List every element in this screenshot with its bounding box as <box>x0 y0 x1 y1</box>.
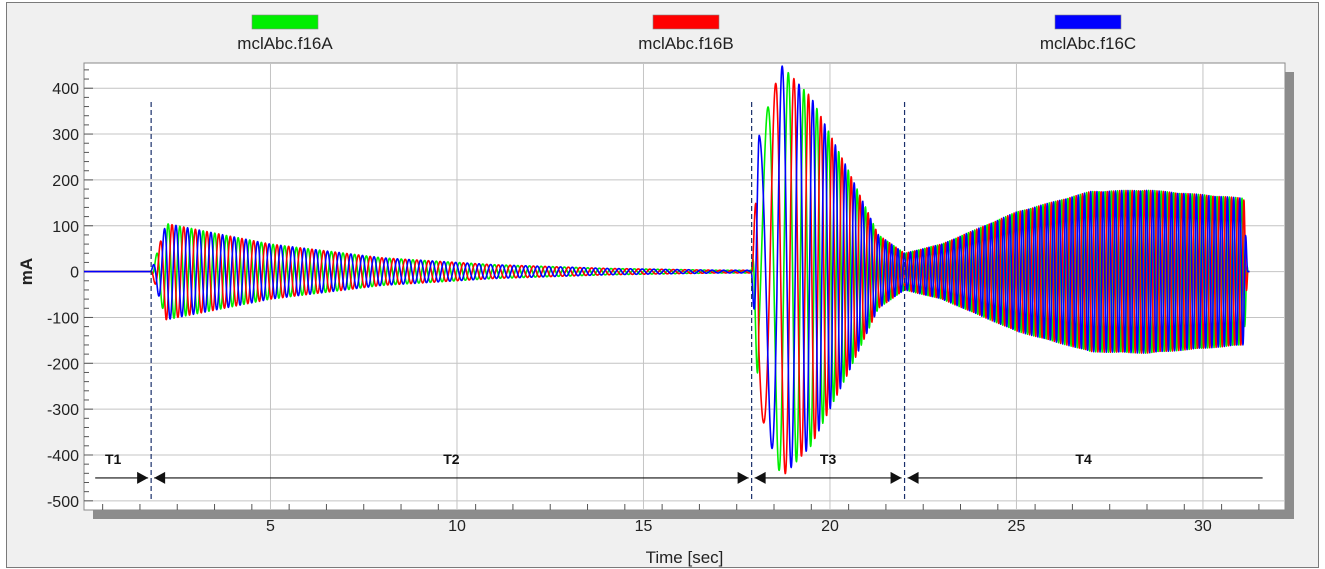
x-tick-label: 15 <box>635 518 653 535</box>
arrow-head <box>754 471 766 484</box>
series-group <box>83 65 1250 475</box>
legend-label: mclAbc.f16B <box>638 34 733 53</box>
x-tick-label: 10 <box>448 518 466 535</box>
series-line <box>83 65 1250 469</box>
y-tick-label: 200 <box>52 173 79 190</box>
segment-annotations: T1 T2 T3 T4 <box>95 101 1263 502</box>
y-tick-label: -500 <box>47 494 79 511</box>
series-line <box>83 71 1250 472</box>
legend-label: mclAbc.f16C <box>1040 34 1136 53</box>
arrow-head <box>137 471 149 484</box>
y-tick-label: -400 <box>47 448 79 465</box>
segment-label: T4 <box>1075 451 1092 467</box>
legend-swatch <box>652 14 720 30</box>
segment-label: T1 <box>105 451 122 467</box>
arrow-head <box>737 471 749 484</box>
y-tick-label: -200 <box>47 356 79 373</box>
segment-label: T3 <box>820 451 837 467</box>
y-tick-label: 0 <box>70 265 79 282</box>
y-tick-label: 300 <box>52 127 79 144</box>
legend-swatch <box>1054 14 1122 30</box>
arrow-head <box>890 471 902 484</box>
arrow-head <box>907 471 919 484</box>
y-tick-label: -300 <box>47 402 79 419</box>
legend-label: mclAbc.f16A <box>237 34 333 53</box>
legend-swatch <box>251 14 319 30</box>
x-tick-label: 25 <box>1008 518 1026 535</box>
arrow-head <box>154 471 166 484</box>
y-tick-label: 100 <box>52 219 79 236</box>
y-axis-label: mA <box>17 258 36 285</box>
x-axis-label: Time [sec] <box>646 548 724 567</box>
segment-label: T2 <box>443 451 460 467</box>
y-tick-label: -100 <box>47 310 79 327</box>
y-tick-label: 400 <box>52 81 79 98</box>
x-tick-label: 5 <box>266 518 275 535</box>
x-tick-label: 30 <box>1194 518 1212 535</box>
legend: mclAbc.f16A mclAbc.f16B mclAbc.f16C <box>237 14 1136 53</box>
axis-ticks: 400 300 200 100 0 -100 -200 -300 -400 -500 5 10 15 20… <box>47 69 1260 535</box>
x-tick-label: 20 <box>821 518 839 535</box>
